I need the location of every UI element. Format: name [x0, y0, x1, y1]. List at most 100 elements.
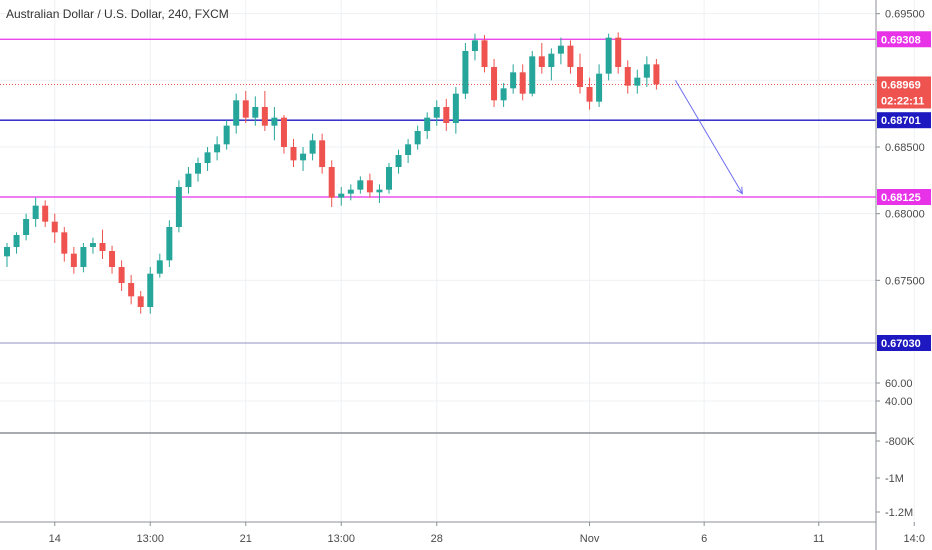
- candles: [4, 32, 660, 314]
- candle: [166, 220, 173, 267]
- candle: [13, 232, 20, 254]
- level-price-tag: [877, 335, 931, 351]
- candle: [443, 99, 450, 131]
- candle: [557, 37, 564, 65]
- candle-body: [280, 117, 287, 147]
- candle: [195, 157, 201, 182]
- candle: [271, 107, 278, 141]
- time-tick-label: 28: [431, 533, 443, 545]
- candle: [414, 125, 421, 150]
- candle-body: [462, 51, 469, 94]
- candle: [386, 163, 392, 194]
- candle: [128, 275, 135, 305]
- candle-body: [471, 40, 478, 51]
- volume-axis: -800K -1M -1.2M: [876, 436, 915, 519]
- candle-body: [175, 187, 182, 227]
- candle-body: [548, 53, 555, 67]
- time-tick-label: 14: [49, 533, 61, 545]
- candle-body: [166, 227, 173, 261]
- volume-tick-label: -1M: [885, 473, 904, 485]
- candle-body: [252, 107, 259, 118]
- candle-body: [328, 167, 335, 198]
- candle-body: [214, 144, 221, 153]
- candle: [185, 167, 192, 194]
- candle-body: [386, 167, 392, 190]
- candle-body: [80, 247, 87, 267]
- candle-body: [538, 56, 545, 67]
- candle: [424, 112, 431, 139]
- candle-body: [586, 87, 593, 102]
- candle-body: [347, 189, 354, 194]
- candle: [32, 197, 39, 227]
- candle: [510, 64, 517, 94]
- candle-body: [624, 67, 631, 86]
- price-tick-label: 0.68000: [885, 209, 925, 221]
- candle-body: [42, 205, 49, 222]
- candle: [233, 93, 240, 134]
- level-price-label: 0.68125: [881, 192, 921, 204]
- candle-body: [357, 180, 364, 190]
- candle: [643, 56, 650, 87]
- price-tick-label: 0.68500: [885, 142, 925, 154]
- oscillator-tick-label: 60.00: [885, 378, 913, 390]
- candle-body: [615, 37, 622, 67]
- candle-body: [223, 125, 230, 145]
- candle: [252, 96, 259, 126]
- candle: [61, 227, 68, 262]
- candle-body: [51, 221, 58, 233]
- arrow-shaft: [675, 80, 743, 194]
- candle-body: [366, 180, 373, 193]
- grid: [0, 0, 915, 522]
- candle-body: [185, 173, 192, 187]
- candle: [586, 77, 593, 110]
- volume-tick-label: -800K: [885, 436, 915, 448]
- candle-body: [147, 273, 154, 307]
- candle-body: [424, 117, 431, 131]
- candle-body: [634, 77, 641, 86]
- candle: [137, 291, 144, 314]
- candle-body: [156, 260, 163, 274]
- candle-body: [233, 100, 240, 126]
- candle: [242, 91, 249, 123]
- candle: [634, 69, 641, 94]
- candle-body: [89, 243, 96, 247]
- time-tick-label: 13:00: [136, 533, 164, 545]
- candle: [605, 33, 612, 81]
- candle: [376, 184, 383, 203]
- candle-body: [414, 131, 421, 145]
- current-price-tag: [877, 76, 931, 109]
- candle: [596, 64, 603, 107]
- candle: [175, 180, 182, 233]
- candle: [405, 139, 412, 163]
- candle: [577, 53, 583, 94]
- candle: [500, 83, 507, 107]
- candle-body: [519, 72, 526, 94]
- candle: [280, 115, 287, 154]
- projection-arrow[interactable]: [675, 80, 743, 195]
- level-price-label: 0.68701: [881, 115, 921, 127]
- candle: [290, 139, 297, 167]
- candle: [156, 253, 163, 278]
- candle-body: [443, 107, 450, 123]
- candle: [366, 173, 373, 198]
- time-axis[interactable]: 14 13:00 21 13:00 28 Nov 6 11 14:0: [49, 522, 925, 545]
- price-tick-label: 0.69500: [885, 9, 925, 21]
- candle-body: [13, 235, 20, 247]
- time-tick-label: 21: [240, 533, 252, 545]
- candle-body: [99, 243, 106, 251]
- time-tick-label: 14:0: [904, 533, 925, 545]
- candle-body: [433, 107, 440, 118]
- candle-body: [452, 93, 459, 123]
- candle-body: [500, 88, 507, 101]
- candle-body: [309, 140, 316, 154]
- candle: [653, 59, 660, 90]
- candle: [204, 147, 211, 171]
- candle: [491, 59, 498, 107]
- candle: [214, 136, 221, 161]
- candle-body: [510, 72, 517, 89]
- candle-body: [376, 189, 383, 193]
- candle: [300, 147, 307, 171]
- time-tick-label: 11: [813, 533, 824, 545]
